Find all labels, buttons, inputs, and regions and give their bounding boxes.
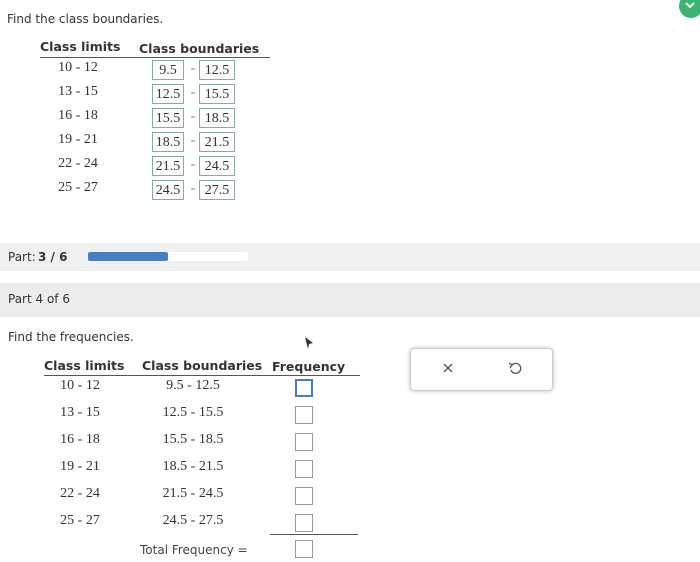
corner-icon[interactable]: [676, 0, 700, 20]
progress-count: 3 / 6: [38, 250, 67, 264]
class-boundaries: 24.5 - 27.5: [162, 513, 224, 528]
sep: /: [50, 250, 55, 264]
boundary-input[interactable]: 18.5: [199, 108, 235, 128]
frequency-input[interactable]: [295, 379, 313, 397]
progress-fill: [88, 252, 168, 261]
prompt: Find the frequencies.: [8, 330, 134, 344]
cursor: [305, 337, 313, 349]
part-heading: Part 4 of 6: [8, 292, 70, 306]
class-boundaries: 9.5 - 12.5: [166, 378, 220, 393]
answer-tools: [410, 348, 553, 391]
frequency-input[interactable]: [295, 514, 313, 532]
frequency-input[interactable]: [295, 540, 313, 558]
boundary-input[interactable]: 21.5: [152, 156, 184, 176]
progress-band: Part: 3 / 6: [0, 243, 700, 271]
separator: -: [190, 133, 196, 148]
boundary-input[interactable]: 9.5: [152, 60, 184, 80]
class-boundaries: 15.5 - 18.5: [162, 432, 224, 447]
column-header: Class limits: [40, 39, 121, 54]
column-header: Class boundaries: [139, 41, 260, 56]
boundary-input[interactable]: 18.5: [152, 132, 184, 152]
class-limits: 25 - 27: [58, 180, 98, 195]
class-limits: 22 - 24: [58, 156, 98, 171]
frequency-input[interactable]: [295, 406, 313, 424]
column-header: Class boundaries: [142, 358, 263, 373]
separator: -: [190, 181, 196, 196]
separator: -: [190, 85, 196, 100]
boundary-input[interactable]: 15.5: [152, 108, 184, 128]
separator: -: [190, 61, 196, 76]
class-limits: 10 - 12: [58, 60, 98, 75]
clear-button[interactable]: [443, 363, 453, 373]
class-limits: 19 - 21: [60, 459, 100, 474]
class-limits: 25 - 27: [60, 513, 100, 528]
class-limits: 16 - 18: [58, 108, 98, 123]
boundary-input[interactable]: 12.5: [152, 84, 184, 104]
frequency-input[interactable]: [295, 433, 313, 451]
undo-button[interactable]: [508, 362, 522, 374]
class-limits: 16 - 18: [60, 432, 100, 447]
prompt: Find the class boundaries.: [7, 12, 164, 26]
class-limits: 19 - 21: [58, 132, 98, 147]
separator: -: [190, 157, 196, 172]
boundary-input[interactable]: 24.5: [199, 156, 235, 176]
boundary-input[interactable]: 15.5: [199, 84, 235, 104]
total: 6: [59, 250, 68, 264]
boundary-input[interactable]: 24.5: [152, 180, 184, 200]
header-rule: [40, 57, 270, 58]
progress-label: Part:: [8, 250, 36, 264]
header-rule: [44, 375, 360, 376]
part-band: Part 4 of 6: [0, 283, 700, 317]
total-rule: [270, 534, 358, 535]
column-header: Class limits: [44, 358, 125, 373]
class-boundaries: 21.5 - 24.5: [162, 486, 224, 501]
boundary-input[interactable]: 12.5: [199, 60, 235, 80]
class-limits: 22 - 24: [60, 486, 100, 501]
boundary-input[interactable]: 27.5: [199, 180, 235, 200]
class-limits: 13 - 15: [58, 84, 98, 99]
frequency-input[interactable]: [295, 487, 313, 505]
class-limits: 10 - 12: [60, 378, 100, 393]
column-header: Frequency: [272, 359, 346, 374]
frequency-input[interactable]: [295, 460, 313, 478]
class-boundaries: 18.5 - 21.5: [162, 459, 224, 474]
tool-icons: [443, 362, 522, 374]
boundary-input[interactable]: 21.5: [199, 132, 235, 152]
current: 3: [38, 250, 47, 264]
class-boundaries: 12.5 - 15.5: [162, 405, 224, 420]
total-label: Total Frequency =: [140, 543, 248, 557]
separator: -: [190, 109, 196, 124]
class-limits: 13 - 15: [60, 405, 100, 420]
progress-track: [88, 252, 248, 261]
